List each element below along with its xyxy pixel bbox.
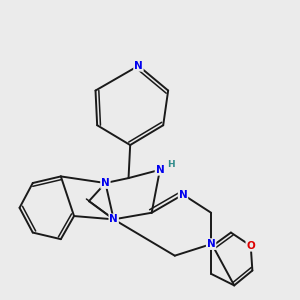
Text: N: N bbox=[155, 165, 164, 175]
Text: N: N bbox=[178, 190, 188, 200]
Text: N: N bbox=[109, 214, 118, 224]
Text: N: N bbox=[101, 178, 110, 188]
Text: H: H bbox=[167, 160, 175, 169]
Text: O: O bbox=[246, 241, 255, 251]
Text: N: N bbox=[207, 239, 215, 249]
Text: N: N bbox=[134, 61, 143, 71]
